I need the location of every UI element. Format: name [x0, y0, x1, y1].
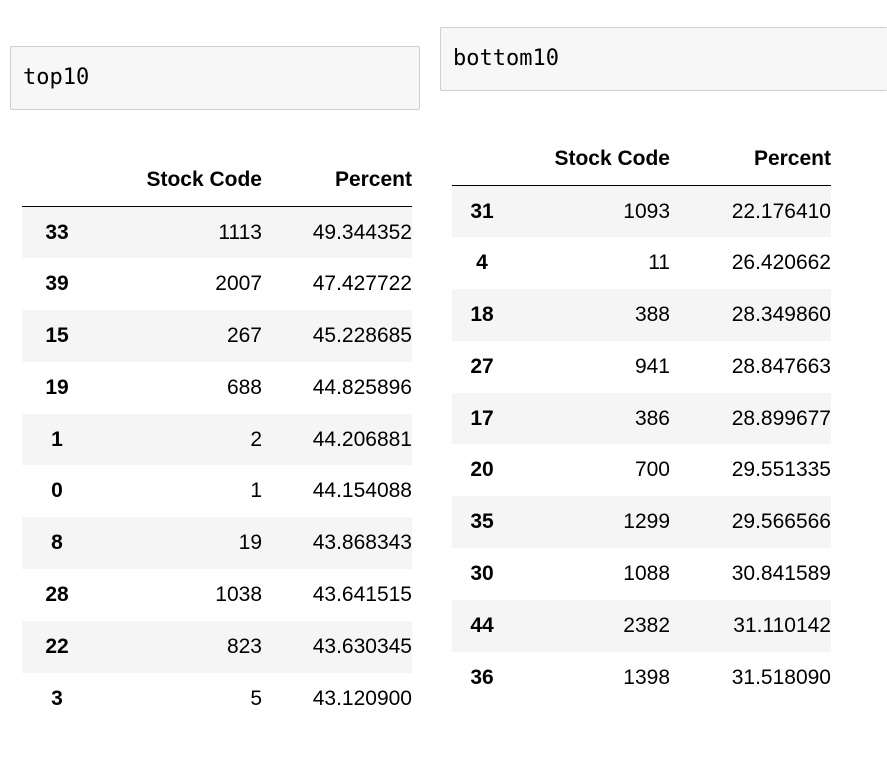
- row-index: 30: [470, 561, 494, 585]
- stock-code-cell: 388: [634, 302, 670, 326]
- stock-code-cell: 1398: [623, 665, 670, 689]
- row-index: 1: [51, 427, 63, 451]
- percent-cell: 47.427722: [312, 272, 412, 296]
- index-header: [452, 133, 512, 186]
- stock-code-cell: 1093: [623, 199, 670, 223]
- header-row: Stock Code Percent: [452, 133, 831, 186]
- code-cell-text: bottom10: [453, 46, 559, 71]
- percent-cell: 28.847663: [731, 354, 831, 378]
- table-row: 35 1299 29.566566: [452, 496, 831, 549]
- row-index: 31: [470, 199, 494, 223]
- row-index: 15: [45, 323, 69, 347]
- stock-code-cell: 1038: [215, 582, 262, 606]
- dataframe-bottom10: Stock Code Percent 31 1093 22.176410 4 11 26.…: [452, 133, 831, 704]
- table-row: 18 388 28.349860: [452, 289, 831, 341]
- percent-cell: 22.176410: [731, 199, 831, 223]
- percent-cell: 49.344352: [312, 220, 412, 244]
- row-index: 22: [45, 634, 69, 658]
- percent-cell: 43.641515: [312, 582, 412, 606]
- column-header-percent: Percent: [670, 133, 831, 186]
- percent-cell: 29.551335: [731, 458, 831, 482]
- table-row: 0 1 44.154088: [22, 465, 412, 518]
- table-row: 31 1093 22.176410: [452, 185, 831, 238]
- table-row: 30 1088 30.841589: [452, 548, 831, 600]
- row-index: 28: [45, 582, 69, 606]
- stock-code-cell: 941: [634, 354, 670, 378]
- percent-cell: 44.206881: [312, 427, 412, 451]
- table-row: 39 2007 47.427722: [22, 258, 412, 311]
- stock-code-cell: 1: [250, 479, 262, 503]
- percent-cell: 45.228685: [312, 323, 412, 347]
- stock-code-cell: 2382: [623, 613, 670, 637]
- table-row: 27 941 28.847663: [452, 340, 831, 393]
- code-cell-bottom10[interactable]: bottom10: [440, 27, 887, 91]
- dataframe-top10: Stock Code Percent 33 1113 49.344352 39 2007…: [22, 154, 412, 725]
- percent-cell: 30.841589: [731, 561, 831, 585]
- percent-cell: 31.110142: [733, 613, 831, 637]
- stock-code-cell: 267: [226, 323, 262, 347]
- stock-code-cell: 688: [226, 375, 262, 399]
- stock-code-cell: 700: [634, 458, 670, 482]
- row-index: 35: [470, 510, 494, 534]
- percent-cell: 43.120900: [312, 686, 412, 710]
- row-index: 27: [470, 354, 494, 378]
- row-index: 4: [476, 251, 488, 275]
- table-row: 15 267 45.228685: [22, 310, 412, 362]
- stock-code-cell: 386: [634, 406, 670, 430]
- row-index: 19: [45, 375, 69, 399]
- percent-cell: 28.349860: [731, 302, 831, 326]
- stock-code-cell: 11: [648, 251, 670, 275]
- stock-code-cell: 1088: [623, 561, 670, 585]
- row-index: 20: [470, 458, 494, 482]
- stock-code-cell: 1113: [218, 220, 262, 244]
- header-row: Stock Code Percent: [22, 154, 412, 207]
- percent-cell: 43.630345: [312, 634, 412, 658]
- row-index: 33: [45, 220, 69, 244]
- row-index: 44: [470, 613, 494, 637]
- stock-code-cell: 19: [238, 531, 262, 555]
- column-header-stock-code: Stock Code: [92, 154, 262, 207]
- stock-code-cell: 1299: [623, 510, 670, 534]
- percent-cell: 43.868343: [312, 531, 412, 555]
- column-header-stock-code: Stock Code: [512, 133, 670, 186]
- table-row: 33 1113 49.344352: [22, 206, 412, 259]
- row-index: 36: [470, 665, 494, 689]
- table-row: 17 386 28.899677: [452, 392, 831, 445]
- index-header: [22, 154, 92, 207]
- percent-cell: 44.825896: [312, 375, 412, 399]
- row-index: 3: [51, 686, 63, 710]
- row-index: 0: [51, 479, 63, 503]
- column-header-percent: Percent: [262, 154, 412, 207]
- stock-code-cell: 2: [250, 427, 262, 451]
- code-cell-top10[interactable]: top10: [10, 46, 420, 110]
- percent-cell: 44.154088: [312, 479, 412, 503]
- stock-code-cell: 823: [226, 634, 262, 658]
- row-index: 39: [45, 272, 69, 296]
- stock-code-cell: 5: [250, 686, 262, 710]
- table-row: 8 19 43.868343: [22, 517, 412, 570]
- table-row: 28 1038 43.641515: [22, 569, 412, 621]
- table-row: 4 11 26.420662: [452, 237, 831, 290]
- percent-cell: 28.899677: [731, 406, 831, 430]
- row-index: 8: [51, 531, 63, 555]
- row-index: 17: [470, 406, 494, 430]
- code-cell-text: top10: [23, 65, 90, 90]
- stock-code-cell: 2007: [215, 272, 262, 296]
- table-row: 20 700 29.551335: [452, 444, 831, 497]
- table-row: 22 823 43.630345: [22, 620, 412, 673]
- percent-cell: 29.566566: [731, 510, 831, 534]
- table-row: 1 2 44.206881: [22, 413, 412, 466]
- row-index: 18: [470, 302, 494, 326]
- percent-cell: 31.518090: [731, 665, 831, 689]
- percent-cell: 26.420662: [731, 251, 831, 275]
- table-row: 3 5 43.120900: [22, 672, 412, 725]
- table-row: 36 1398 31.518090: [452, 651, 831, 704]
- table-row: 19 688 44.825896: [22, 361, 412, 414]
- table-row: 44 2382 31.110142: [452, 599, 831, 652]
